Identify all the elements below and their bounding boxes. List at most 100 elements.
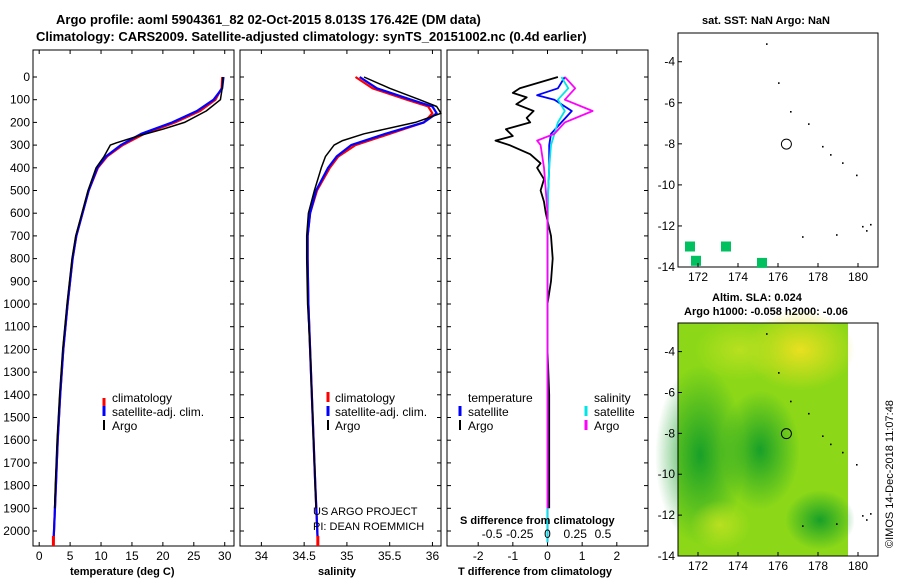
map-y-tick-label: -12 [658, 219, 676, 233]
island-mark [842, 451, 844, 454]
series-line-climatology [306, 76, 434, 543]
x-tick-label: 0 [36, 549, 43, 563]
x-tick-label: 36 [426, 549, 440, 563]
island-mark [822, 435, 824, 437]
series-line-argo [53, 76, 224, 509]
map-x-tick-label: 178 [808, 559, 828, 573]
y-tick-label: 100 [10, 93, 30, 107]
island-mark [836, 234, 838, 236]
legend-argo-label: Argo [112, 419, 138, 433]
island-mark [836, 523, 838, 525]
island-mark [778, 82, 780, 84]
sla-map-panel: Altim. SLA: 0.024 Argo h1000: -0.058 h20… [655, 292, 879, 573]
project-label: US ARGO PROJECT [313, 506, 418, 518]
island-mark [830, 154, 832, 156]
y-tick-label: 900 [10, 274, 30, 288]
x-tick-label: 0 [544, 549, 551, 563]
t-difference-xlabel: T difference from climatology [458, 566, 613, 578]
y-tick-label: 1000 [3, 297, 30, 311]
sla-profile-location-marker [780, 428, 792, 440]
map-x-tick-label: 180 [848, 559, 868, 573]
s-tick-label: -0.5 [482, 527, 503, 541]
map-y-tick-label: -8 [664, 137, 675, 151]
island-mark [862, 515, 864, 517]
y-tick-label: 0 [23, 70, 30, 84]
sla-heatmap [655, 310, 855, 556]
temperature-legend: climatology satellite-adj. clim. Argo [102, 391, 204, 433]
x-tick-label: 35 [340, 549, 354, 563]
sst-profile-location-marker [780, 138, 792, 150]
island-mark [866, 230, 868, 232]
series-line-argo [305, 76, 442, 509]
legend-s-satellite-label: satellite [594, 405, 635, 419]
map-x-tick-label: 176 [768, 559, 788, 573]
map-y-tick-label: -10 [658, 178, 676, 192]
y-tick-label: 1900 [3, 501, 30, 515]
island-mark [866, 519, 868, 521]
map-x-tick-label: 178 [808, 270, 828, 284]
s-tick-label: -0.25 [506, 527, 534, 541]
temperature-axes-frame [32, 49, 235, 547]
legend-satellite-label: satellite-adj. clim. [112, 405, 204, 419]
series-line-t-argo [494, 76, 559, 509]
salinity-legend: climatology satellite-adj. clim. Argo [326, 391, 427, 433]
map-x-tick-label: 174 [728, 270, 748, 284]
y-tick-label: 1200 [3, 342, 30, 356]
map-x-tick-label: 176 [768, 270, 788, 284]
sst-data-cell [685, 241, 695, 252]
island-mark [790, 111, 792, 113]
island-mark [802, 525, 804, 527]
salinity-panel: 34 34.5 35 35.5 36 climatology satellite-adj… [239, 49, 442, 578]
map-x-tick-label: 172 [688, 270, 708, 284]
sla-mid-region-south [690, 500, 750, 550]
salinity-xlabel: salinity [318, 566, 357, 578]
island-mark [870, 223, 872, 226]
island-mark [870, 513, 872, 515]
y-tick-label: 400 [10, 161, 30, 175]
sst-map-frame [677, 32, 879, 268]
legend-satellite-label: satellite-adj. clim. [335, 405, 427, 419]
x-tick-label: -2 [473, 549, 484, 563]
x-tick-label: 5 [67, 549, 74, 563]
x-tick-label: 2 [613, 549, 620, 563]
island-mark [856, 174, 858, 177]
island-mark [862, 225, 864, 228]
sst-map-panel: sat. SST: NaN Argo: NaN 172 174 176 178 180 -… [658, 15, 879, 284]
map-y-tick-label: -6 [664, 96, 675, 110]
y-tick-label: 1500 [3, 411, 30, 425]
map-y-tick-label: -6 [664, 385, 675, 399]
x-tick-label: 10 [94, 549, 108, 563]
y-tick-label: 200 [10, 115, 30, 129]
sla-low-region-south [785, 490, 855, 550]
s-tick-label: 0.5 [595, 527, 612, 541]
difference-legend: temperature satellite Argo salinity sate… [458, 391, 635, 433]
map-y-tick-label: -14 [658, 549, 676, 563]
sla-mid-region [695, 320, 785, 380]
salinity-axes-frame [239, 49, 442, 547]
island-mark [808, 123, 810, 125]
map-y-tick-label: -4 [664, 345, 675, 359]
legend-salinity-heading: salinity [594, 391, 631, 405]
island-mark [808, 412, 810, 415]
s-difference-xlabel: S difference from climatology [460, 515, 616, 527]
sst-map-title: sat. SST: NaN Argo: NaN [702, 15, 830, 27]
island-mark [766, 43, 768, 45]
legend-temperature-heading: temperature [468, 391, 533, 405]
series-line-t-satellite [536, 76, 573, 543]
imos-timestamp: ©IMOS 14-Dec-2018 11:07:48 [884, 400, 896, 548]
map-x-tick-label: 180 [848, 270, 868, 284]
y-tick-label: 1300 [3, 365, 30, 379]
legend-s-argo-label: Argo [594, 419, 620, 433]
y-tick-label: 300 [10, 138, 30, 152]
island-mark [856, 464, 858, 466]
island-mark [778, 372, 780, 374]
series-line-climatology [52, 76, 224, 543]
x-tick-label: 30 [218, 549, 232, 563]
map-y-tick-label: -14 [658, 260, 676, 274]
island-mark [822, 145, 824, 148]
series-line-s-satellite [546, 76, 570, 543]
map-y-tick-label: -10 [658, 467, 676, 481]
s-tick-label: 0 [544, 527, 551, 541]
island-mark [766, 333, 768, 335]
